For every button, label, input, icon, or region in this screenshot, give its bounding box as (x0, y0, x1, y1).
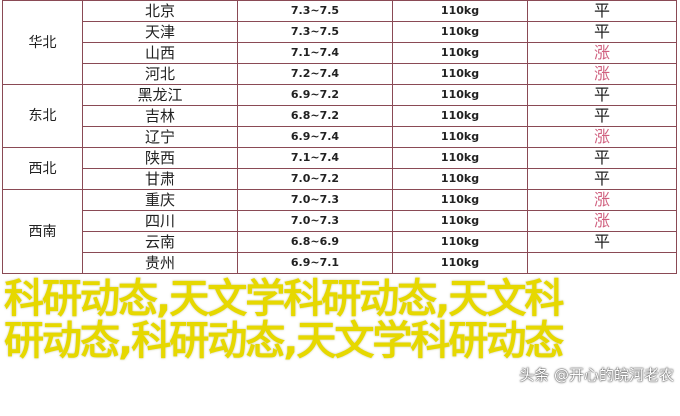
weight-cell: 110kg (392, 105, 528, 127)
trend-cell: 平 (527, 21, 677, 43)
weight-cell: 110kg (392, 84, 528, 106)
table-row: 天津 7.3~7.5 110kg 平 (3, 21, 677, 43)
trend-cell: 平 (527, 105, 677, 127)
province-cell: 黑龙江 (82, 84, 238, 106)
table-row: 西北 陕西 7.1~7.4 110kg 平 (2, 147, 677, 190)
province-cell: 重庆 (82, 189, 238, 211)
price-cell: 7.0~7.3 (237, 210, 393, 232)
region-cell: 东北 (2, 84, 83, 148)
province-cell: 河北 (82, 63, 238, 85)
overlay-line-2: 研动态,科研动态,天文学科研动态 (4, 318, 564, 364)
province-cell: 陕西 (82, 147, 238, 169)
region-cell: 西北 (2, 147, 83, 190)
weight-cell: 110kg (392, 189, 528, 211)
weight-cell: 110kg (392, 147, 528, 169)
province-cell: 四川 (82, 210, 238, 232)
price-table-body: 华北 北京 7.3~7.5 110kg 平天津 7.3~7.5 110kg 平山西 7.1~7.… (2, 0, 677, 274)
trend-cell: 涨 (527, 63, 677, 85)
overlay-caption: 科研动态,天文学科研动态,天文科 研动态,科研动态,天文学科研动态 (4, 278, 680, 362)
weight-cell: 110kg (392, 63, 528, 85)
price-cell: 7.2~7.4 (237, 63, 393, 85)
trend-cell: 平 (527, 168, 677, 190)
province-cell: 贵州 (82, 252, 238, 274)
table-row: 华北 北京 7.3~7.5 110kg 平 (2, 0, 677, 85)
table-row: 河北 7.2~7.4 110kg 涨 (3, 63, 677, 85)
trend-cell: 涨 (527, 42, 677, 64)
region-cell: 华北 (2, 0, 83, 85)
province-cell: 吉林 (82, 105, 238, 127)
weight-cell: 110kg (392, 168, 528, 190)
watermark: 头条 @开心的皖河老农 (519, 366, 674, 384)
table-row: 贵州 6.9~7.1 110kg (3, 252, 677, 274)
price-cell: 6.9~7.4 (237, 126, 393, 148)
table-row: 四川 7.0~7.3 110kg 涨 (3, 210, 677, 232)
province-cell: 云南 (82, 231, 238, 253)
price-cell: 7.1~7.4 (237, 147, 393, 169)
price-cell: 7.0~7.2 (237, 168, 393, 190)
table-row: 吉林 6.8~7.2 110kg 平 (3, 105, 677, 127)
weight-cell: 110kg (392, 21, 528, 43)
province-cell: 辽宁 (82, 126, 238, 148)
trend-cell: 平 (527, 0, 677, 22)
trend-cell: 平 (527, 147, 677, 169)
trend-cell: 涨 (527, 189, 677, 211)
table-row: 东北 黑龙江 6.9~7.2 110kg 平 (2, 84, 677, 148)
province-cell: 山西 (82, 42, 238, 64)
province-cell: 天津 (82, 21, 238, 43)
table-row: 云南 6.8~6.9 110kg 平 (3, 231, 677, 253)
price-cell: 6.9~7.2 (237, 84, 393, 106)
weight-cell: 110kg (392, 42, 528, 64)
weight-cell: 110kg (392, 126, 528, 148)
price-cell: 7.3~7.5 (237, 0, 393, 22)
trend-cell: 平 (527, 84, 677, 106)
table-row: 西南 重庆 7.0~7.3 110kg 涨 (2, 189, 677, 274)
trend-cell: 平 (527, 231, 677, 253)
overlay-line-1: 科研动态,天文学科研动态,天文科 (4, 276, 564, 322)
table-row: 甘肃 7.0~7.2 110kg 平 (3, 168, 677, 190)
price-cell: 6.9~7.1 (237, 252, 393, 274)
trend-cell: 涨 (527, 210, 677, 232)
table-row: 辽宁 6.9~7.4 110kg 涨 (3, 126, 677, 148)
weight-cell: 110kg (392, 0, 528, 22)
price-table: 华北 北京 7.3~7.5 110kg 平天津 7.3~7.5 110kg 平山西 7.1~7.… (2, 0, 677, 274)
weight-cell: 110kg (392, 231, 528, 253)
region-cell: 西南 (2, 189, 83, 274)
price-cell: 7.0~7.3 (237, 189, 393, 211)
province-cell: 甘肃 (82, 168, 238, 190)
price-cell: 6.8~7.2 (237, 105, 393, 127)
table-row: 山西 7.1~7.4 110kg 涨 (3, 42, 677, 64)
price-cell: 7.3~7.5 (237, 21, 393, 43)
trend-cell: 涨 (527, 126, 677, 148)
weight-cell: 110kg (392, 210, 528, 232)
province-cell: 北京 (82, 0, 238, 22)
trend-cell (527, 252, 677, 274)
price-cell: 6.8~6.9 (237, 231, 393, 253)
weight-cell: 110kg (392, 252, 528, 274)
price-cell: 7.1~7.4 (237, 42, 393, 64)
